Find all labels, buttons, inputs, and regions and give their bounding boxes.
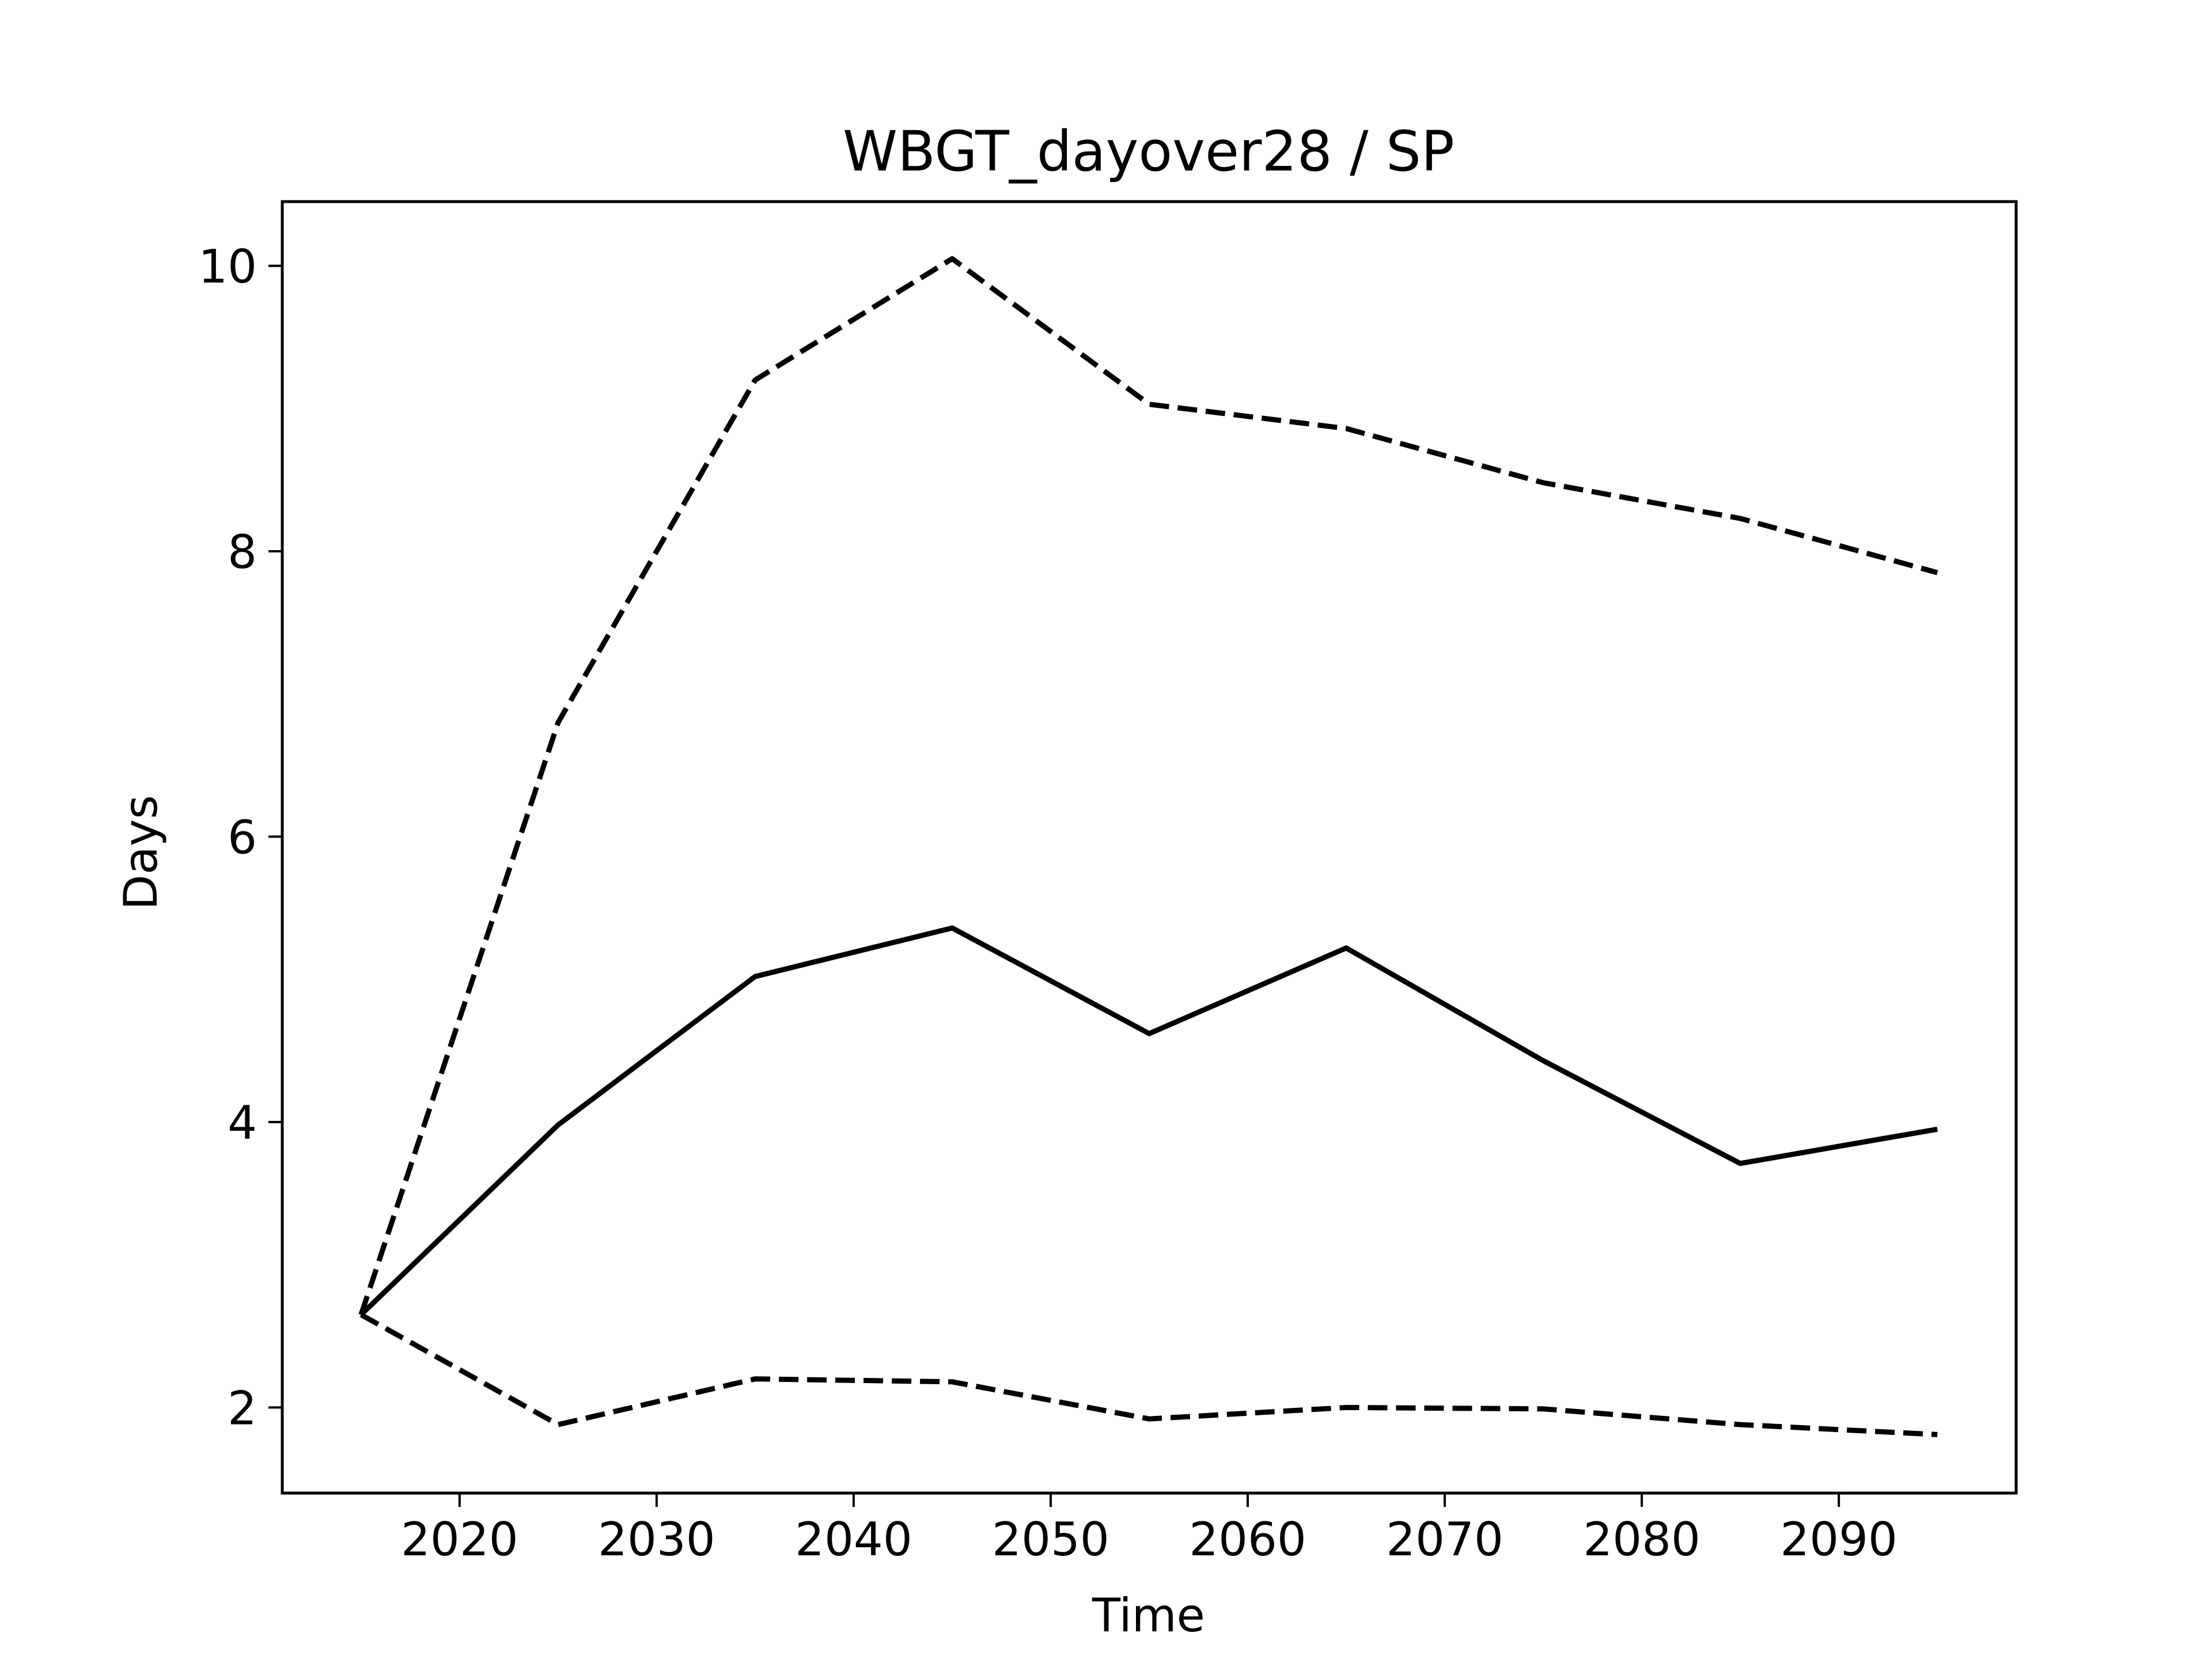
y-axis-label: Days <box>114 795 168 910</box>
y-tick-label: 2 <box>228 1381 257 1435</box>
x-tick-label: 2080 <box>1583 1513 1700 1566</box>
x-tick-label: 2050 <box>992 1513 1109 1566</box>
y-tick-label: 6 <box>228 810 257 864</box>
x-tick-label: 2030 <box>598 1513 715 1566</box>
series-line-2 <box>359 925 1938 1317</box>
x-tick-label: 2040 <box>795 1513 912 1566</box>
y-tick-label: 4 <box>228 1096 257 1150</box>
x-tick-label: 2060 <box>1189 1513 1306 1566</box>
plot-frame <box>281 200 2018 1495</box>
y-axis-ticks: 2 4 6 8 10 <box>198 240 282 1435</box>
x-tick-label: 2090 <box>1780 1513 1897 1566</box>
chart-title: WBGT_dayover28 / SP <box>843 119 1455 184</box>
y-tick-label: 8 <box>228 525 257 579</box>
y-tick-label: 10 <box>198 240 257 293</box>
x-axis-ticks: 2020 2030 2040 2050 2060 2070 2080 2090 <box>401 1493 1897 1566</box>
plot-lines <box>358 256 1938 1437</box>
series-line-1 <box>358 256 1938 1316</box>
series-line-3 <box>359 1312 1938 1437</box>
x-tick-label: 2020 <box>401 1513 518 1566</box>
x-tick-label: 2070 <box>1386 1513 1503 1566</box>
x-axis-label: Time <box>1092 1589 1205 1642</box>
